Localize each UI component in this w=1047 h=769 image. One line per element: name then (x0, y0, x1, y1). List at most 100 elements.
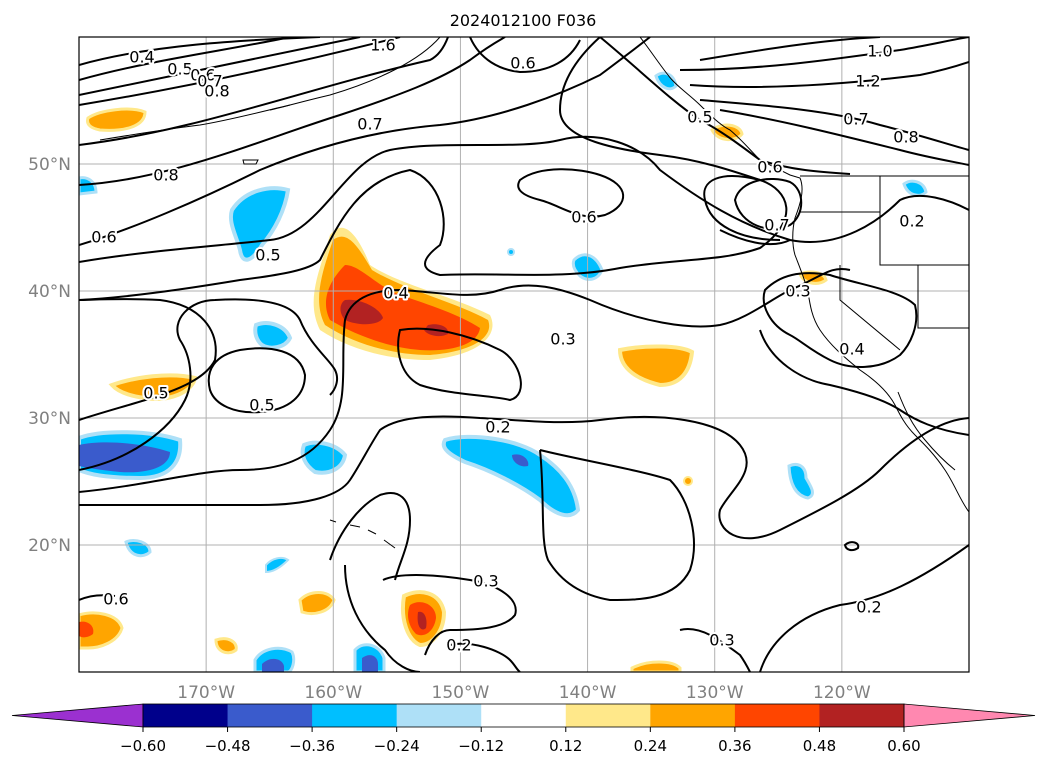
lat-tick-label: 30°N (28, 409, 71, 429)
anomaly-area-cool (262, 658, 284, 672)
contour-line (762, 272, 918, 368)
anomaly-area-cool (362, 655, 378, 672)
contour-line (397, 327, 522, 402)
colorbar-tick-label: 0.48 (803, 737, 836, 755)
contour-line (79, 298, 339, 471)
colorbar-segment (312, 704, 398, 727)
colorbar-segment (143, 704, 229, 727)
contour-lines (79, 37, 969, 672)
contour-line (449, 642, 521, 672)
contour-line (689, 61, 969, 88)
contour-line (79, 37, 291, 81)
map-axes: 170°W 160°W 150°W 140°W 130°W 120°W 20°N 30°N 40… (28, 155, 871, 703)
contour-line (469, 37, 581, 74)
contour-line (79, 37, 651, 246)
contour-line (79, 37, 449, 146)
lon-tick-label: 170°W (177, 683, 235, 703)
contour-label: 0.5 (249, 396, 274, 415)
colorbar-tick-label: −0.36 (289, 737, 335, 755)
contour-label: 0.6 (190, 66, 215, 85)
contour-label: 0.6 (91, 228, 116, 247)
colorbar-tick-label: 0.24 (634, 737, 667, 755)
contour-label: 0.6 (757, 158, 782, 177)
hawaii-islands (329, 519, 396, 549)
contour-label: 0.3 (473, 572, 498, 591)
contour-line (679, 37, 969, 71)
contour-line (79, 298, 217, 421)
colorbar-tick-label: −0.12 (458, 737, 504, 755)
anomaly-area-warm (214, 637, 238, 655)
anomaly-area-warm (630, 660, 682, 672)
contour-label: 1.6 (370, 36, 395, 55)
colorbar-segment (819, 704, 905, 727)
anomaly-area-cool (507, 248, 515, 256)
anomaly-area-cool (265, 556, 290, 574)
contour-line (79, 37, 401, 106)
graticule (79, 37, 969, 672)
colorbar-segment (734, 704, 820, 727)
colorbar-tick-label: −0.60 (120, 737, 166, 755)
coastlines (99, 37, 969, 549)
contour-label: 0.6 (510, 54, 535, 73)
contour-line (599, 37, 851, 175)
contour-line (79, 37, 321, 66)
contour-line (79, 415, 969, 540)
anomaly-area-cool (79, 176, 98, 196)
contour-label: 0.2 (899, 212, 924, 231)
colorbar-segment (481, 704, 567, 727)
anomaly-area-cool (300, 440, 348, 475)
contour-label: 0.3 (785, 282, 810, 301)
contour-line (699, 99, 969, 151)
colorbar: −0.60 −0.48 −0.36 −0.24 −0.12 0.12 0.24 0.36 0.4… (11, 703, 1036, 755)
colorbar-tick-label: −0.24 (374, 737, 420, 755)
lat-tick-label: 20°N (28, 536, 71, 556)
lon-tick-label: 130°W (686, 683, 744, 703)
anomaly-area-cool (441, 434, 581, 518)
contour-line (79, 135, 969, 263)
coastline-north-america (639, 37, 969, 513)
contour-label: 0.3 (709, 631, 734, 650)
contour-label: 0.4 (839, 340, 864, 359)
lon-tick-label: 140°W (559, 683, 617, 703)
contour-label: 0.2 (856, 598, 881, 617)
contour-line (344, 564, 421, 672)
contour-line (719, 109, 969, 166)
contour-line (558, 37, 761, 181)
colorbar-segment (396, 704, 482, 727)
contour-line (759, 329, 969, 436)
colorbar-tick-label: 0.60 (887, 737, 920, 755)
colorbar-tick-label: 0.12 (549, 737, 582, 755)
contour-label: 0.5 (255, 246, 280, 265)
colorbar-extend-low (11, 703, 144, 728)
lon-tick-label: 150°W (432, 683, 490, 703)
contour-label: 0.5 (143, 384, 168, 403)
anomaly-area-warm (683, 476, 693, 486)
anomaly-area-cool (787, 463, 814, 500)
contour-line (733, 178, 803, 230)
contour-label: 0.4 (383, 284, 408, 303)
lat-tick-label: 50°N (28, 155, 71, 175)
anomaly-area-cool (512, 454, 529, 467)
colorbar-outline (142, 703, 905, 728)
contour-label: 0.6 (571, 208, 596, 227)
us-state-border (917, 265, 969, 329)
anomaly-area-warm (298, 591, 336, 615)
contour-line (79, 168, 788, 301)
contour-line (517, 168, 625, 218)
contour-label: 0.7 (843, 110, 868, 129)
anomaly-area-cool (654, 71, 678, 91)
contour-label: 0.2 (446, 636, 471, 655)
aleutian-islands (99, 104, 291, 141)
figure-title: 2024012100 F036 (450, 11, 597, 30)
us-state-border (879, 176, 969, 266)
contour-line (843, 541, 860, 552)
contour-line (79, 267, 851, 493)
contour-label: 0.7 (764, 216, 789, 235)
contour-label: 0.5 (687, 108, 712, 127)
anomaly-area-cool (124, 538, 152, 558)
us-state-border (839, 265, 901, 351)
colorbar-tick-label: 0.36 (718, 737, 751, 755)
anomaly-area-warm (617, 344, 695, 388)
contour-line (79, 37, 361, 96)
